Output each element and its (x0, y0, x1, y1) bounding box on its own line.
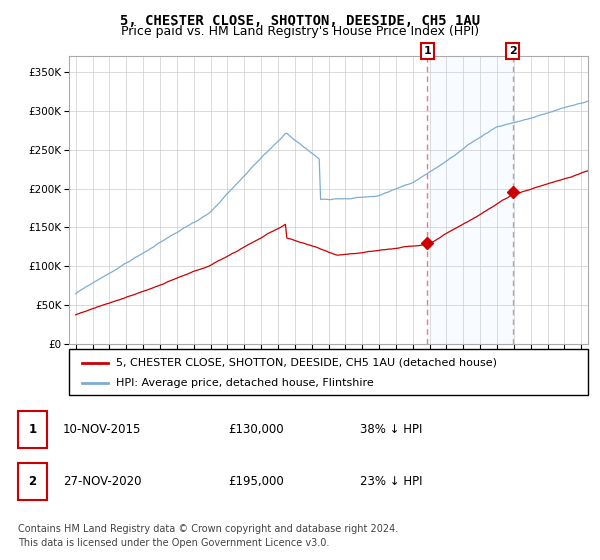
Text: 23% ↓ HPI: 23% ↓ HPI (360, 475, 422, 488)
Text: 5, CHESTER CLOSE, SHOTTON, DEESIDE, CH5 1AU (detached house): 5, CHESTER CLOSE, SHOTTON, DEESIDE, CH5 … (116, 358, 497, 368)
Text: Price paid vs. HM Land Registry's House Price Index (HPI): Price paid vs. HM Land Registry's House … (121, 25, 479, 38)
Bar (18, 463, 47, 500)
Bar (427, 56, 512, 344)
Text: £130,000: £130,000 (228, 423, 284, 436)
Text: Contains HM Land Registry data © Crown copyright and database right 2024.: Contains HM Land Registry data © Crown c… (18, 524, 398, 534)
Text: 1: 1 (28, 423, 37, 436)
Text: 1: 1 (424, 46, 431, 56)
Text: This data is licensed under the Open Government Licence v3.0.: This data is licensed under the Open Gov… (18, 538, 329, 548)
Text: HPI: Average price, detached house, Flintshire: HPI: Average price, detached house, Flin… (116, 379, 373, 388)
Text: 10-NOV-2015: 10-NOV-2015 (63, 423, 142, 436)
Text: 5, CHESTER CLOSE, SHOTTON, DEESIDE, CH5 1AU: 5, CHESTER CLOSE, SHOTTON, DEESIDE, CH5 … (120, 14, 480, 28)
Text: 2: 2 (28, 475, 37, 488)
Text: 2: 2 (509, 46, 517, 56)
Text: 38% ↓ HPI: 38% ↓ HPI (360, 423, 422, 436)
Bar (18, 411, 47, 448)
Text: £195,000: £195,000 (228, 475, 284, 488)
Text: 27-NOV-2020: 27-NOV-2020 (63, 475, 142, 488)
